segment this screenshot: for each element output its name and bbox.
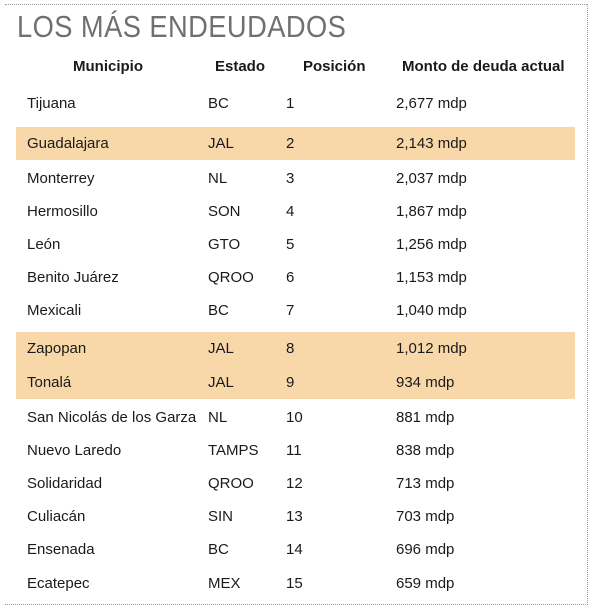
- table-row: Solidaridad QROO 12 713 mdp: [16, 467, 575, 500]
- cell-estado: NL: [208, 170, 228, 187]
- cell-monto: 2,037 mdp: [396, 170, 467, 187]
- table-row: Culiacán SIN 13 703 mdp: [16, 500, 575, 533]
- cell-monto: 703 mdp: [396, 508, 455, 525]
- table-row: San Nicolás de los Garza NL 10 881 mdp: [16, 401, 575, 434]
- header-posicion: Posición: [303, 58, 366, 75]
- cell-municipio: Nuevo Laredo: [27, 442, 122, 459]
- cell-monto: 934 mdp: [396, 374, 455, 391]
- table-header: Municipio Estado Posición Monto de deuda…: [0, 58, 594, 82]
- cell-monto: 1,153 mdp: [396, 269, 467, 286]
- cell-estado: GTO: [208, 236, 241, 253]
- cell-municipio: Tijuana: [27, 95, 76, 112]
- cell-monto: 1,867 mdp: [396, 203, 467, 220]
- cell-posicion: 14: [286, 541, 303, 558]
- table-row: Hermosillo SON 4 1,867 mdp: [16, 195, 575, 228]
- cell-estado: TAMPS: [208, 442, 259, 459]
- table-row: Nuevo Laredo TAMPS 11 838 mdp: [16, 434, 575, 467]
- cell-estado: BC: [208, 302, 229, 319]
- cell-estado: JAL: [208, 135, 234, 152]
- cell-municipio: Solidaridad: [27, 475, 103, 492]
- cell-posicion: 13: [286, 508, 303, 525]
- header-monto: Monto de deuda actual: [402, 58, 565, 75]
- cell-posicion: 8: [286, 340, 295, 357]
- cell-posicion: 5: [286, 236, 295, 253]
- cell-monto: 1,012 mdp: [396, 340, 467, 357]
- cell-estado: SIN: [208, 508, 234, 525]
- header-estado: Estado: [215, 58, 266, 75]
- table-row: León GTO 5 1,256 mdp: [16, 228, 575, 261]
- cell-posicion: 6: [286, 269, 295, 286]
- table-row: Guadalajara JAL 2 2,143 mdp: [16, 127, 575, 160]
- table-frame: [5, 4, 588, 605]
- cell-posicion: 10: [286, 409, 303, 426]
- cell-posicion: 15: [286, 575, 303, 592]
- cell-monto: 838 mdp: [396, 442, 455, 459]
- cell-municipio: Hermosillo: [27, 203, 98, 220]
- cell-monto: 881 mdp: [396, 409, 455, 426]
- cell-monto: 1,040 mdp: [396, 302, 467, 319]
- cell-posicion: 3: [286, 170, 295, 187]
- cell-monto: 1,256 mdp: [396, 236, 467, 253]
- cell-municipio: Tonalá: [27, 374, 72, 391]
- cell-municipio: Culiacán: [27, 508, 86, 525]
- table-row: Ensenada BC 14 696 mdp: [16, 533, 575, 566]
- table-row: Tonalá JAL 9 934 mdp: [16, 366, 575, 399]
- table-row: Tijuana BC 1 2,677 mdp: [16, 87, 575, 120]
- page-title: LOS MÁS ENDEUDADOS: [17, 9, 347, 44]
- cell-posicion: 9: [286, 374, 295, 391]
- cell-estado: NL: [208, 409, 228, 426]
- cell-estado: BC: [208, 95, 229, 112]
- cell-monto: 2,143 mdp: [396, 135, 467, 152]
- cell-estado: SON: [208, 203, 241, 220]
- cell-monto: 659 mdp: [396, 575, 455, 592]
- cell-estado: BC: [208, 541, 229, 558]
- cell-municipio: Mexicali: [27, 302, 82, 319]
- table-row: Benito Juárez QROO 6 1,153 mdp: [16, 261, 575, 294]
- table-row: Monterrey NL 3 2,037 mdp: [16, 162, 575, 195]
- cell-monto: 713 mdp: [396, 475, 455, 492]
- cell-municipio: Benito Juárez: [27, 269, 119, 286]
- cell-estado: QROO: [208, 269, 254, 286]
- cell-posicion: 2: [286, 135, 295, 152]
- cell-municipio: Zapopan: [27, 340, 87, 357]
- header-municipio: Municipio: [73, 58, 143, 75]
- cell-municipio: San Nicolás de los Garza: [27, 409, 197, 426]
- cell-estado: MEX: [208, 575, 241, 592]
- table-row: Mexicali BC 7 1,040 mdp: [16, 294, 575, 327]
- cell-posicion: 7: [286, 302, 295, 319]
- cell-municipio: Ensenada: [27, 541, 95, 558]
- cell-posicion: 4: [286, 203, 295, 220]
- cell-posicion: 12: [286, 475, 303, 492]
- table-row: Ecatepec MEX 15 659 mdp: [16, 567, 575, 600]
- cell-posicion: 1: [286, 95, 295, 112]
- cell-posicion: 11: [286, 442, 302, 459]
- cell-municipio: Ecatepec: [27, 575, 90, 592]
- cell-estado: JAL: [208, 374, 234, 391]
- table-row: Zapopan JAL 8 1,012 mdp: [16, 332, 575, 366]
- cell-municipio: Guadalajara: [27, 135, 109, 152]
- cell-monto: 696 mdp: [396, 541, 455, 558]
- cell-municipio: Monterrey: [27, 170, 95, 187]
- cell-municipio: León: [27, 236, 61, 253]
- cell-estado: JAL: [208, 340, 234, 357]
- cell-estado: QROO: [208, 475, 254, 492]
- cell-monto: 2,677 mdp: [396, 95, 467, 112]
